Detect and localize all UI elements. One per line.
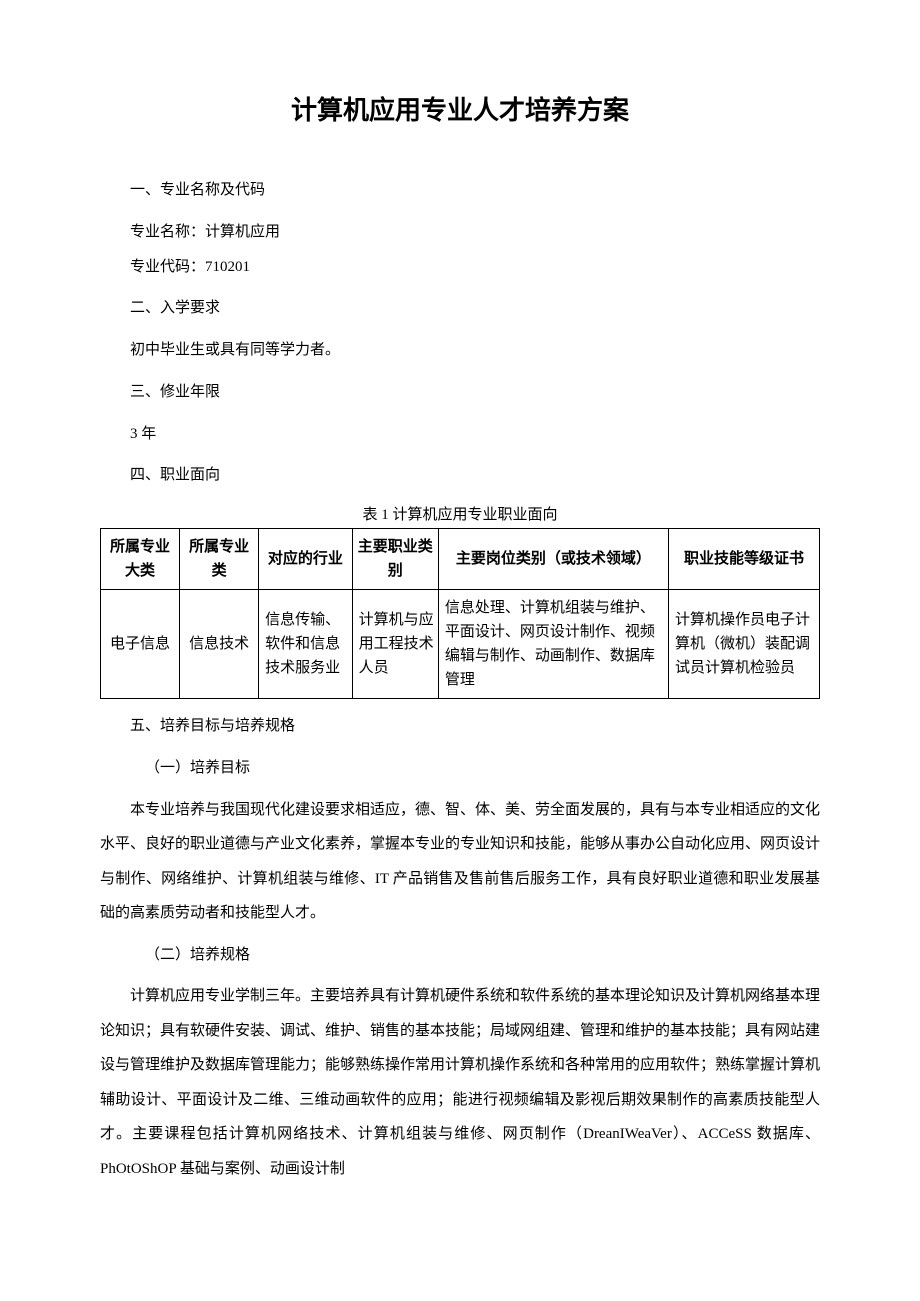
table-cell-major-category: 电子信息: [101, 590, 180, 699]
table-header-certificate: 职业技能等级证书: [668, 529, 819, 590]
training-spec-paragraph: 计算机应用专业学制三年。主要培养具有计算机硬件系统和软件系统的基本理论知识及计算…: [100, 979, 820, 1186]
section-4-heading: 四、职业面向: [100, 462, 820, 489]
table-cell-occupation: 计算机与应用工程技术人员: [352, 590, 438, 699]
table-cell-industry: 信息传输、软件和信息技术服务业: [259, 590, 352, 699]
section-5-heading: 五、培养目标与培养规格: [100, 713, 820, 740]
section-2-heading: 二、入学要求: [100, 295, 820, 322]
table-cell-specialty-category: 信息技术: [180, 590, 259, 699]
study-duration-line: 3 年: [100, 420, 820, 449]
major-name-line: 专业名称：计算机应用: [100, 218, 820, 247]
table-header-major-category: 所属专业大类: [101, 529, 180, 590]
table-header-position: 主要岗位类别（或技术领域）: [438, 529, 668, 590]
subsection-5-2-heading: （二）培养规格: [100, 941, 820, 970]
training-goal-paragraph: 本专业培养与我国现代化建设要求相适应，德、智、体、美、劳全面发展的，具有与本专业…: [100, 793, 820, 931]
table-data-row: 电子信息 信息技术 信息传输、软件和信息技术服务业 计算机与应用工程技术人员 信…: [101, 590, 820, 699]
table-header-row: 所属专业大类 所属专业类 对应的行业 主要职业类别 主要岗位类别（或技术领域） …: [101, 529, 820, 590]
table-1-caption: 表 1 计算机应用专业职业面向: [100, 503, 820, 524]
table-cell-certificate: 计算机操作员电子计算机（微机）装配调试员计算机检验员: [668, 590, 819, 699]
subsection-5-1-heading: （一）培养目标: [100, 754, 820, 783]
document-title: 计算机应用专业人才培养方案: [100, 90, 820, 127]
career-orientation-table: 所属专业大类 所属专业类 对应的行业 主要职业类别 主要岗位类别（或技术领域） …: [100, 528, 820, 699]
admission-requirement-line: 初中毕业生或具有同等学力者。: [100, 336, 820, 365]
major-code-line: 专业代码：710201: [100, 253, 820, 282]
table-header-occupation: 主要职业类别: [352, 529, 438, 590]
section-3-heading: 三、修业年限: [100, 379, 820, 406]
table-header-industry: 对应的行业: [259, 529, 352, 590]
section-1-heading: 一、专业名称及代码: [100, 177, 820, 204]
table-cell-position: 信息处理、计算机组装与维护、平面设计、网页设计制作、视频编辑与制作、动画制作、数…: [438, 590, 668, 699]
table-header-specialty-category: 所属专业类: [180, 529, 259, 590]
